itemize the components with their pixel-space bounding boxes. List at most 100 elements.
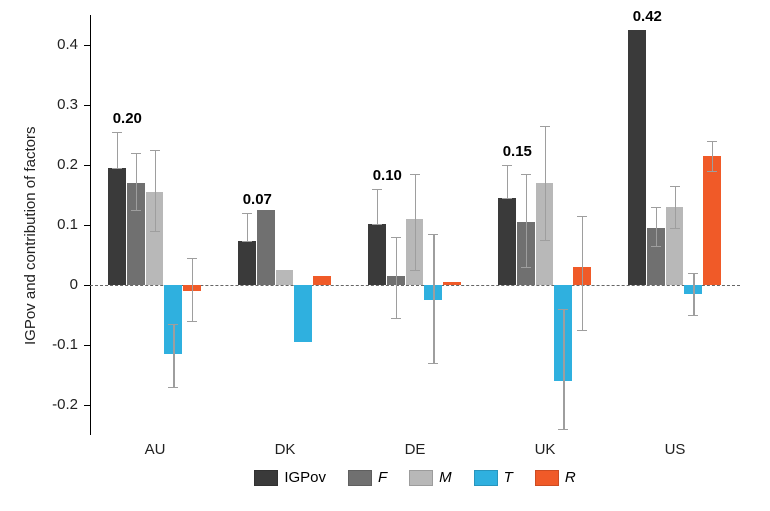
bar-annotation: 0.10 [358,167,417,184]
errorbar-cap [391,318,401,319]
legend-item-M: M [409,469,452,486]
errorbar [507,165,508,198]
errorbar-cap [688,273,698,274]
errorbar-cap [651,246,661,247]
x-tick-label: AU [90,441,220,458]
errorbar-cap [372,224,382,225]
errorbar-cap [428,234,438,235]
bar-AU-IGPov [108,168,126,285]
y-tick [84,225,90,226]
errorbar [563,309,564,429]
y-tick-label: 0.1 [0,216,78,233]
legend-label: R [565,469,576,486]
errorbar-cap [112,168,122,169]
errorbar-cap [391,237,401,238]
bar-DK-F [257,210,275,285]
legend-label: M [439,469,452,486]
errorbar-cap [150,150,160,151]
errorbar-cap [558,429,568,430]
errorbar-cap [131,210,141,211]
errorbar [712,141,713,171]
errorbar-cap [168,387,178,388]
errorbar [396,237,397,318]
errorbar-cap [187,258,197,259]
y-tick-label: 0.2 [0,156,78,173]
bar-DK-R [313,276,331,285]
y-axis-title: IGPov and contribution of factors [22,127,39,345]
errorbar-cap [131,153,141,154]
y-tick-label: -0.2 [0,396,78,413]
legend-item-R: R [535,469,576,486]
errorbar [247,213,248,241]
errorbar-cap [670,228,680,229]
errorbar [136,153,137,210]
bar-annotation: 0.20 [98,110,157,127]
errorbar [526,174,527,267]
errorbar [433,234,434,363]
legend-swatch [254,470,278,486]
y-tick [84,165,90,166]
errorbar-cap [112,132,122,133]
y-tick-label: 0.4 [0,36,78,53]
x-tick-label: DE [350,441,480,458]
legend-swatch [474,470,498,486]
errorbar [693,273,694,315]
legend-swatch [535,470,559,486]
legend-swatch [409,470,433,486]
x-tick-label: US [610,441,740,458]
y-tick [84,345,90,346]
errorbar-cap [540,240,550,241]
errorbar-cap [242,241,252,242]
y-tick-label: 0 [0,276,78,293]
legend-label: F [378,469,387,486]
errorbar-cap [688,315,698,316]
errorbar-cap [521,174,531,175]
bar-DE-IGPov [368,224,386,285]
bar-DK-M [276,270,294,285]
errorbar-cap [502,198,512,199]
errorbar-cap [651,207,661,208]
bar-DE-R [443,282,461,285]
legend-label: T [504,469,513,486]
errorbar-cap [577,330,587,331]
errorbar-cap [521,267,531,268]
errorbar-cap [187,321,197,322]
bar-UK-IGPov [498,198,516,285]
errorbar-cap [150,231,160,232]
errorbar [415,174,416,270]
errorbar-cap [670,186,680,187]
x-tick-label: UK [480,441,610,458]
errorbar-cap [410,270,420,271]
errorbar-cap [540,126,550,127]
errorbar [173,324,174,387]
errorbar-cap [372,189,382,190]
errorbar [582,216,583,330]
legend-label: IGPov [284,469,326,486]
errorbar [675,186,676,228]
bar-DK-IGPov [238,241,256,285]
bar-DK-T [294,285,312,342]
errorbar-cap [577,216,587,217]
errorbar [192,258,193,321]
bar-annotation: 0.42 [618,8,677,25]
bar-annotation: 0.15 [488,143,547,160]
y-tick [84,105,90,106]
errorbar-cap [168,324,178,325]
bar-annotation: 0.07 [228,191,287,208]
errorbar [656,207,657,246]
chart-container: -0.2-0.100.10.20.30.4IGPov and contribut… [0,0,770,511]
y-tick [84,45,90,46]
y-tick-label: -0.1 [0,336,78,353]
y-tick [84,405,90,406]
errorbar [155,150,156,231]
errorbar-cap [428,363,438,364]
y-tick [84,285,90,286]
bar-US-R [703,156,721,285]
errorbar [377,189,378,224]
x-tick-label: DK [220,441,350,458]
y-axis-line [90,15,91,435]
errorbar-cap [502,165,512,166]
bar-US-IGPov [628,30,646,285]
legend-item-F: F [348,469,387,486]
legend-swatch [348,470,372,486]
